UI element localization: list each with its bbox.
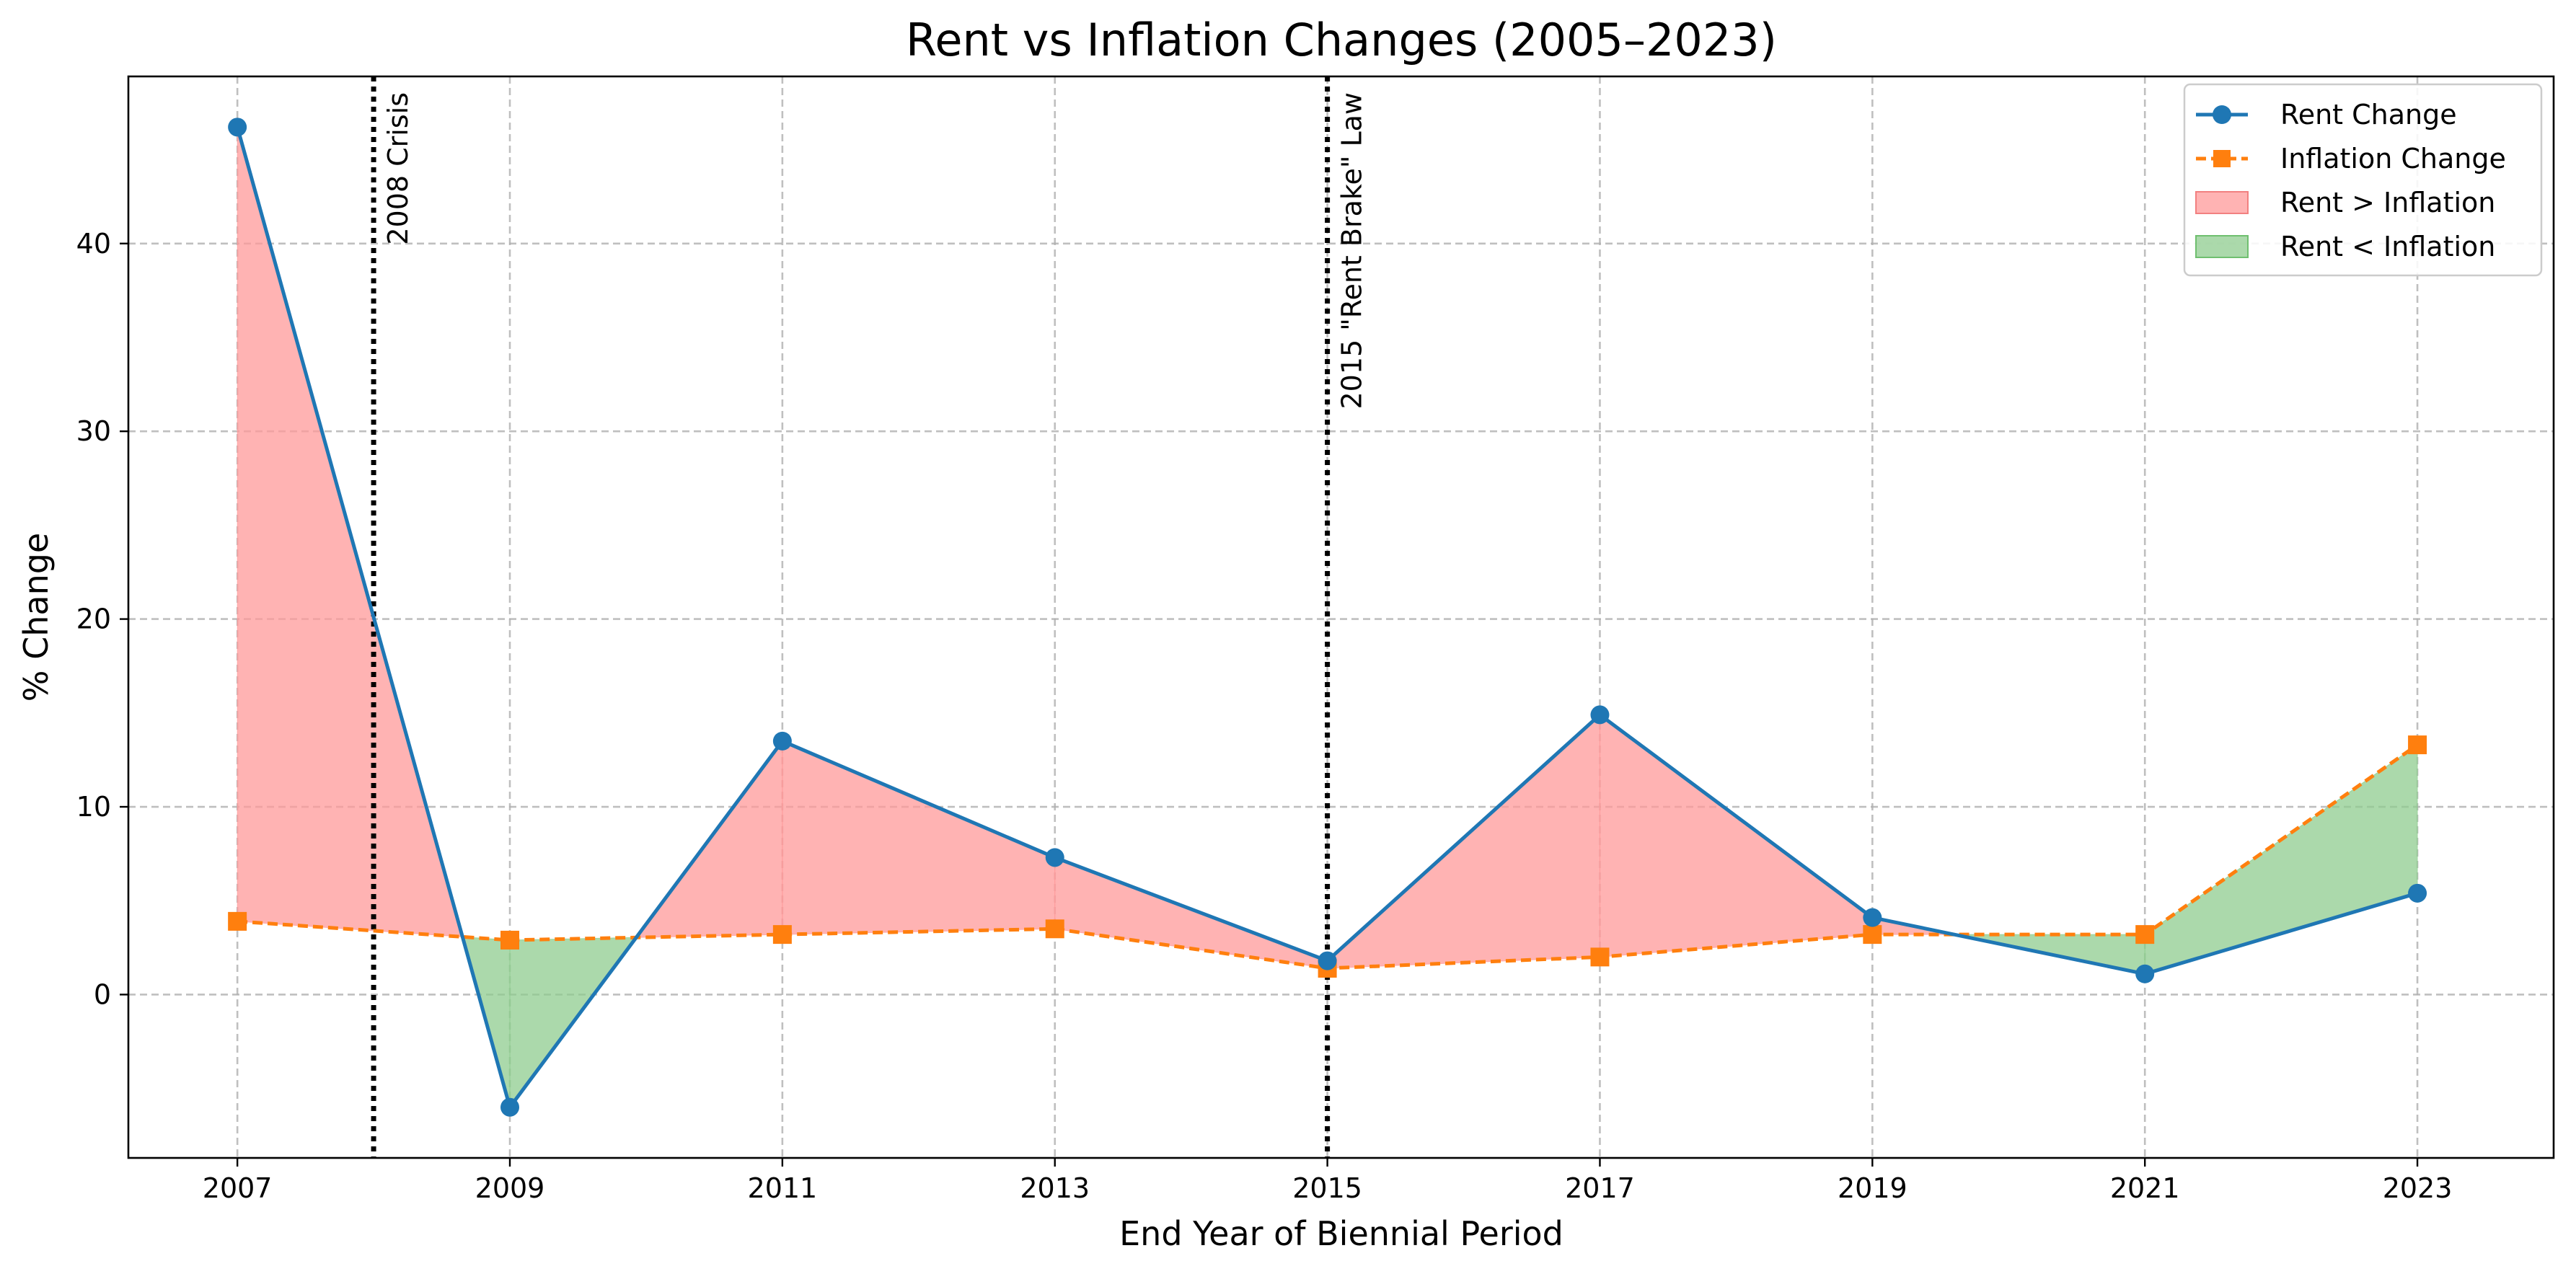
annotation-label: 2008 Crisis	[382, 92, 414, 245]
y-tick-label: 40	[76, 228, 111, 260]
rent-marker	[1045, 848, 1064, 867]
rent-marker	[2408, 883, 2427, 903]
rent-marker	[1863, 908, 1882, 927]
legend-inflation-label: Inflation Change	[2280, 143, 2506, 174]
y-tick-label: 30	[76, 415, 111, 447]
legend-frame	[2183, 83, 2543, 277]
inflation-marker	[772, 925, 792, 945]
x-axis-ticks: 2007 2009 2011 2013 2015 2017 2019 2021 2023	[203, 1158, 2453, 1204]
y-tick-label: 20	[76, 603, 111, 635]
inflation-marker	[2408, 735, 2427, 755]
series-group	[228, 118, 2427, 1117]
annotations: 2008 Crisis 2015 "Rent Brake" Law	[382, 92, 1368, 410]
inflation-marker	[2135, 925, 2155, 945]
rent-marker	[1318, 951, 1337, 970]
legend-rent-above-swatch	[2195, 191, 2249, 214]
event-lines	[371, 76, 1331, 1158]
x-tick-label: 2011	[748, 1172, 818, 1204]
legend-rent-below-label: Rent < Inflation	[2280, 231, 2495, 262]
rent-marker	[1590, 705, 1610, 725]
x-tick-label: 2023	[2383, 1172, 2453, 1204]
x-tick-label: 2019	[1838, 1172, 1907, 1204]
x-tick-label: 2017	[1565, 1172, 1635, 1204]
inflation-marker	[228, 911, 247, 931]
fill-rent-above-inflation	[782, 740, 1056, 935]
plot-frame	[127, 75, 2555, 1159]
legend-inflation-marker	[2213, 150, 2231, 167]
y-axis-label: % Change	[17, 533, 56, 702]
fill-rent-below-inflation	[2144, 744, 2418, 975]
rent-marker	[500, 1097, 520, 1117]
rent-marker	[2135, 964, 2155, 983]
inflation-marker	[1045, 919, 1064, 939]
chart-title: Rent vs Inflation Changes (2005–2023)	[906, 14, 1777, 66]
x-tick-label: 2021	[2110, 1172, 2180, 1204]
annotation-label: 2015 "Rent Brake" Law	[1336, 92, 1368, 410]
inflation-marker	[1863, 925, 1882, 945]
y-tick-label: 10	[76, 791, 111, 823]
x-axis-label: End Year of Biennial Period	[1119, 1214, 1563, 1253]
fill-rent-above-inflation	[1599, 714, 1873, 957]
legend-rent-below-swatch	[2195, 235, 2249, 258]
legend-rent-above-label: Rent > Inflation	[2280, 187, 2495, 218]
x-tick-label: 2013	[1020, 1172, 1090, 1204]
legend: Rent Change Inflation Change Rent > Infl…	[2183, 83, 2543, 277]
x-tick-label: 2015	[1292, 1172, 1362, 1204]
inflation-marker	[1590, 947, 1610, 967]
inflation-marker	[500, 930, 520, 950]
y-axis-ticks: 0 10 20 30 40	[76, 228, 128, 1010]
rent-marker	[772, 731, 792, 751]
y-tick-label: 0	[94, 978, 111, 1010]
legend-rent-marker	[2213, 105, 2231, 124]
x-tick-label: 2007	[203, 1172, 273, 1204]
legend-rent-label: Rent Change	[2280, 99, 2457, 131]
x-tick-label: 2009	[475, 1172, 545, 1204]
rent-marker	[228, 118, 247, 137]
